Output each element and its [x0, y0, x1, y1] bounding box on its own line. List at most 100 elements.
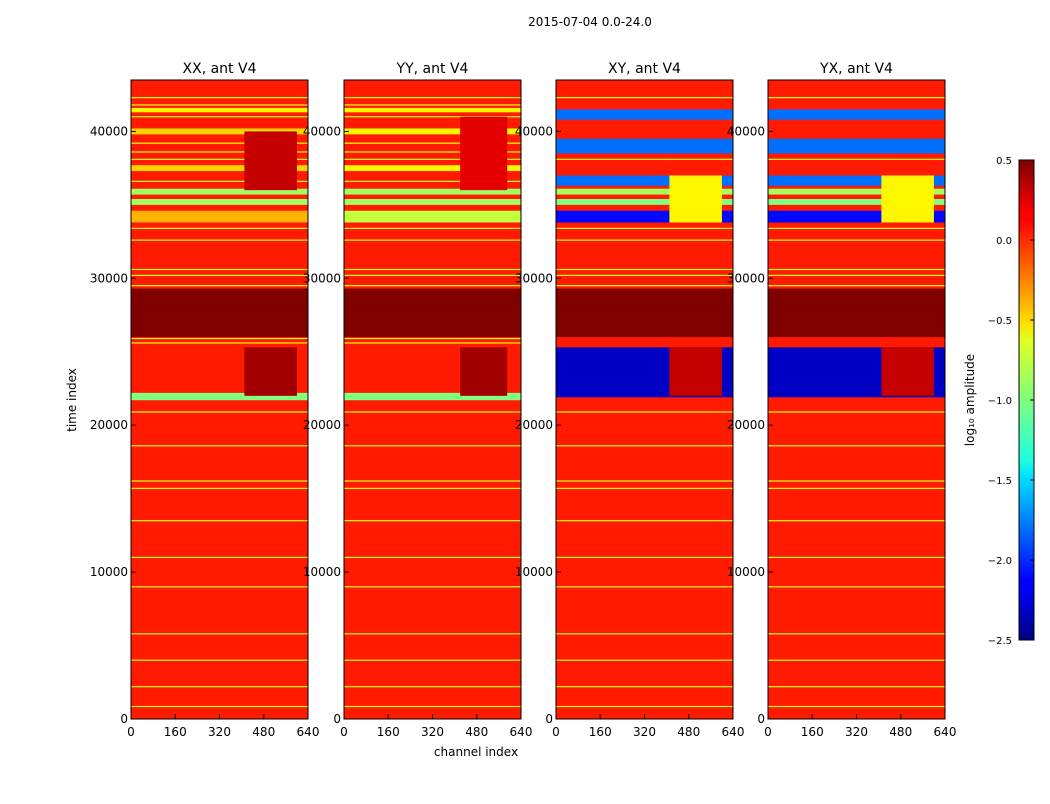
- heatmap-line: [344, 142, 521, 144]
- heatmap-patch: [460, 347, 508, 396]
- heatmap-band: [131, 188, 308, 195]
- colorbar-tick-label: 0.5: [996, 156, 1012, 167]
- heatmap-line: [556, 520, 733, 522]
- heatmap-band: [131, 165, 308, 172]
- x-tick-label: 640: [510, 725, 533, 739]
- heatmap-panel: YX, ant V4 0 160 320 480 640 0 10000 20000 30000 4…: [727, 61, 957, 739]
- x-tick-label: 160: [164, 725, 187, 739]
- y-tick-label: 30000: [303, 271, 341, 285]
- y-tick-label: 20000: [515, 418, 553, 432]
- heatmap-band: [768, 188, 945, 195]
- heatmap-line: [131, 556, 308, 559]
- heatmap-band: [131, 288, 308, 338]
- heatmap-panel: XX, ant V4 0 160 320 480 640 0 10000 20000 30000 4…: [90, 61, 320, 739]
- heatmap-line: [556, 556, 733, 559]
- heatmap-line: [344, 274, 521, 276]
- y-tick-label: 10000: [303, 565, 341, 579]
- heatmap-line: [131, 104, 308, 106]
- x-tick-label: 480: [889, 725, 912, 739]
- heatmap-patch: [244, 347, 297, 396]
- x-tick-label: 160: [801, 725, 824, 739]
- colorbar-tick-label: 0.0: [996, 236, 1012, 247]
- heatmap-line: [768, 411, 945, 413]
- heatmap-line: [556, 586, 733, 588]
- y-tick-label: 10000: [727, 565, 765, 579]
- x-tick-label: 320: [633, 725, 656, 739]
- heatmap-band: [344, 198, 521, 205]
- x-tick-label: 320: [845, 725, 868, 739]
- heatmap-line: [344, 411, 521, 413]
- x-tick-label: 320: [208, 725, 231, 739]
- y-tick-label: 0: [757, 712, 765, 726]
- heatmap-band: [768, 210, 945, 223]
- heatmap-line: [768, 487, 945, 489]
- heatmap-band: [768, 138, 945, 154]
- heatmap-line: [131, 659, 308, 661]
- panel-title: YX, ant V4: [819, 61, 893, 77]
- heatmap-line: [556, 480, 733, 482]
- heatmap-line: [768, 686, 945, 688]
- heatmap-line: [344, 342, 521, 344]
- x-axis-label: channel index: [434, 745, 518, 759]
- heatmap-line: [768, 520, 945, 522]
- heatmap-line: [344, 337, 521, 340]
- x-tick-label: 160: [377, 725, 400, 739]
- heatmap-line: [344, 285, 521, 287]
- colorbar-tick-label: −0.5: [988, 316, 1012, 327]
- heatmap-line: [556, 411, 733, 413]
- heatmap-band: [344, 210, 521, 223]
- colorbar-label: log₁₀ amplitude: [963, 354, 977, 446]
- heatmap-line: [556, 686, 733, 688]
- x-tick-label: 480: [465, 725, 488, 739]
- heatmap-line: [768, 158, 945, 160]
- x-tick-label: 640: [722, 725, 745, 739]
- heatmap-line: [556, 285, 733, 287]
- heatmap-band: [131, 198, 308, 205]
- heatmap-band: [131, 107, 308, 113]
- heatmap-line: [556, 274, 733, 276]
- heatmap-band: [768, 288, 945, 338]
- heatmap-band: [131, 128, 308, 135]
- heatmap-band: [344, 392, 521, 401]
- heatmap-line: [131, 274, 308, 276]
- heatmap-line: [131, 520, 308, 522]
- heatmap-line: [556, 487, 733, 489]
- heatmap-line: [768, 239, 945, 241]
- heatmap-line: [344, 116, 521, 118]
- figure-suptitle: 2015-07-04 0.0-24.0: [528, 15, 652, 29]
- x-tick-label: 0: [340, 725, 348, 739]
- y-tick-label: 30000: [727, 271, 765, 285]
- y-tick-label: 20000: [727, 418, 765, 432]
- heatmap-line: [344, 556, 521, 559]
- heatmap-line: [131, 480, 308, 482]
- panel-title: YY, ant V4: [396, 61, 469, 77]
- heatmap-line: [344, 487, 521, 489]
- heatmap-line: [768, 445, 945, 447]
- y-tick-label: 20000: [90, 418, 128, 432]
- heatmap-line: [344, 180, 521, 182]
- heatmap-line: [768, 274, 945, 276]
- heatmap-line: [768, 97, 945, 99]
- heatmap-line: [131, 268, 308, 271]
- heatmap-line: [556, 705, 733, 708]
- heatmap-line: [344, 586, 521, 588]
- heatmap-line: [131, 686, 308, 688]
- heatmap-band: [556, 175, 733, 186]
- heatmap-patch: [669, 175, 722, 223]
- heatmap-line: [344, 445, 521, 447]
- colorbar-tick-label: −1.0: [988, 396, 1012, 407]
- heatmap-line: [131, 705, 308, 708]
- x-tick-label: 480: [252, 725, 275, 739]
- heatmap-line: [768, 480, 945, 482]
- heatmap-patch: [244, 131, 297, 191]
- heatmap-patch: [669, 347, 722, 396]
- y-tick-label: 20000: [303, 418, 341, 432]
- heatmap-line: [131, 180, 308, 182]
- x-tick-label: 640: [934, 725, 957, 739]
- colorbar-tick-label: −2.5: [988, 636, 1012, 647]
- y-tick-label: 0: [545, 712, 553, 726]
- heatmap-line: [344, 97, 521, 99]
- y-tick-label: 40000: [515, 124, 553, 138]
- heatmap-line: [768, 586, 945, 588]
